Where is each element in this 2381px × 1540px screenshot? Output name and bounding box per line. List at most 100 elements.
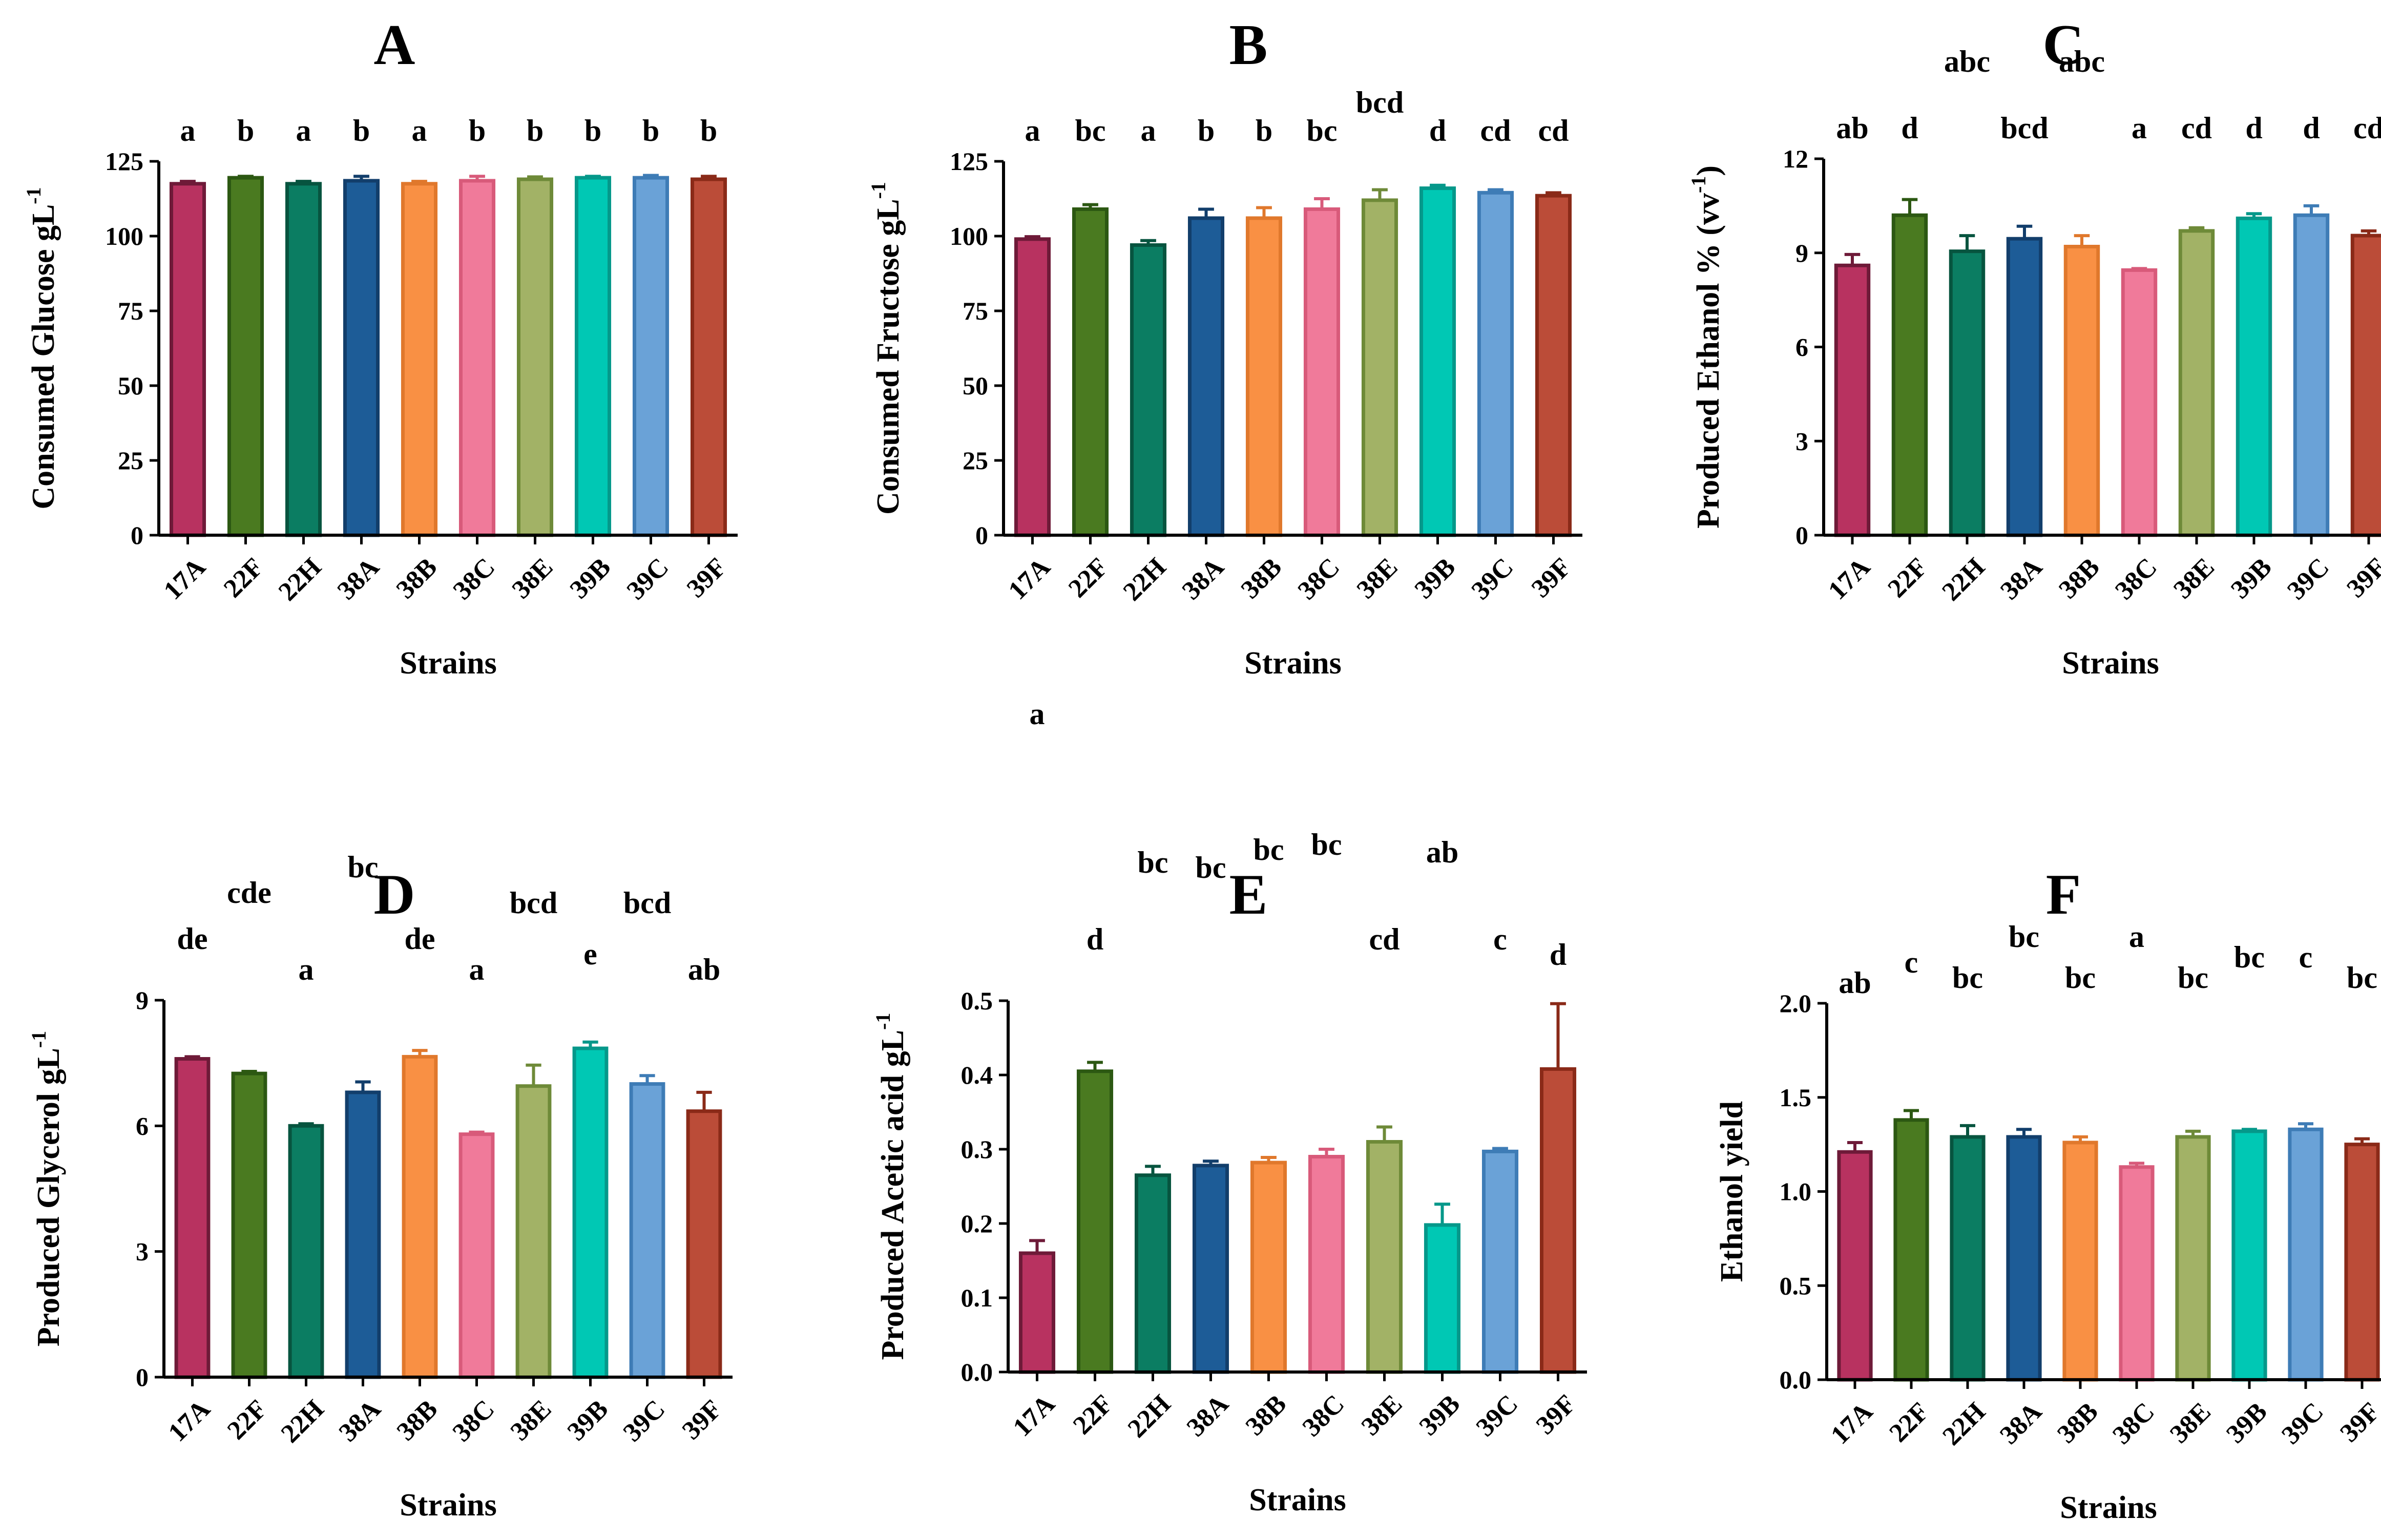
bar-38a[interactable] [343,179,380,537]
bar-38c[interactable] [2121,268,2158,537]
bar-39b[interactable] [2236,216,2272,537]
x-tick-label: 39B [1409,553,1461,605]
bar-39b[interactable] [572,1046,609,1379]
significance-label: bcd [510,886,557,920]
bar-22h[interactable] [1134,1173,1172,1374]
bar-39b[interactable] [2231,1129,2267,1382]
bar-39b[interactable] [574,176,612,537]
x-tick-label: 22H [276,1395,330,1449]
significance-label: d [1901,111,1918,145]
bar-38b[interactable] [402,1054,438,1379]
significance-label: d [2245,111,2262,145]
bar-39c[interactable] [2288,1127,2324,1382]
panel-title: F [2046,863,2081,926]
x-tick-label: 38A [1994,1397,2048,1450]
bar-38b[interactable] [1250,1161,1287,1374]
bar-22f[interactable] [227,176,264,537]
bar-17a[interactable] [169,182,206,537]
bar-38e[interactable] [1361,198,1398,537]
y-axis-label: Consumed Glucose gL-1 [22,187,61,509]
bar-22h[interactable] [1950,1135,1986,1382]
bar-22f[interactable] [1076,1069,1114,1374]
x-tick-label: 22F [1882,553,1933,604]
bar-39c[interactable] [2293,213,2330,537]
y-tick-label: 75 [963,297,988,325]
bar-17a[interactable] [174,1057,211,1379]
bar-22h[interactable] [285,182,322,537]
x-tick-label: 38A [1177,552,1230,605]
y-tick-label: 125 [950,147,988,176]
y-tick-label: 0.0 [1780,1365,1812,1394]
bar-22f[interactable] [1891,213,1928,537]
bar-38c[interactable] [458,179,496,537]
significance-label: b [469,114,486,147]
x-axis-label: Strains [1244,646,1341,681]
x-tick-label: 38B [2052,1397,2104,1449]
chart-panel-a: Aa 17A b 22F a 22H b 38A a 38B b 38C b 38E b 39B b 39C b 39… [22,13,738,681]
bar-22h[interactable] [1949,249,1986,537]
significance-label: bc [2234,940,2265,974]
bar-38c[interactable] [2119,1165,2155,1382]
bar-22h[interactable] [1130,243,1167,537]
y-tick-label: 25 [963,446,988,475]
bar-39f[interactable] [2344,1143,2380,1382]
significance-label: a [180,114,196,147]
bar-38b[interactable] [1245,216,1283,537]
bar-17a[interactable] [1837,1150,1873,1382]
bar-22f[interactable] [231,1071,267,1379]
y-tick-label: 0.5 [961,986,993,1015]
x-tick-label: 22F [1068,1389,1119,1441]
significance-label: d [2303,111,2320,145]
significance-label: c [1493,922,1507,956]
y-tick-label: 0.5 [1780,1271,1812,1300]
bar-22f[interactable] [1893,1118,1929,1382]
bar-39f[interactable] [690,177,727,537]
bar-38e[interactable] [515,1084,552,1379]
x-tick-label: 38A [332,552,385,605]
bar-38a[interactable] [2006,237,2043,537]
bar-38b[interactable] [2062,1141,2098,1382]
bar-39f[interactable] [1539,1067,1577,1374]
x-tick-label: 17A [163,1394,216,1447]
bar-38a[interactable] [2006,1135,2042,1382]
bar-38c[interactable] [1308,1155,1345,1374]
bar-17a[interactable] [1834,263,1871,537]
bar-39b[interactable] [1419,186,1456,537]
x-tick-label: 38C [448,553,501,606]
x-tick-label: 17A [1003,552,1056,605]
bar-17a[interactable] [1018,1251,1056,1374]
bar-38a[interactable] [1192,1164,1229,1374]
bar-39b[interactable] [1424,1223,1461,1374]
bar-39f[interactable] [2350,234,2381,537]
bar-38a[interactable] [345,1090,381,1379]
significance-label: b [1198,114,1215,147]
bar-38e[interactable] [516,177,554,537]
x-tick-label: 39F [2334,1397,2381,1448]
x-tick-label: 38E [1351,553,1404,605]
bar-22h[interactable] [288,1124,324,1379]
bar-39c[interactable] [632,176,670,537]
x-tick-label: 17A [1825,1397,1878,1450]
bar-39c[interactable] [629,1082,665,1379]
bar-39f[interactable] [1535,194,1572,537]
x-tick-label: 39F [1526,553,1577,604]
bar-22f[interactable] [1072,207,1109,537]
bar-38e[interactable] [1366,1140,1403,1374]
significance-label: d [1087,922,1103,956]
bar-38e[interactable] [2175,1135,2211,1382]
significance-label: abc [2059,45,2105,78]
bar-39f[interactable] [686,1109,722,1379]
bar-38a[interactable] [1187,216,1225,537]
bar-38b[interactable] [2063,245,2100,537]
bar-17a[interactable] [1014,237,1051,537]
significance-label: a [1141,114,1156,147]
panel-title: E [1229,863,1268,926]
bar-38e[interactable] [2178,229,2215,537]
bar-39c[interactable] [1481,1149,1519,1374]
bar-39c[interactable] [1477,191,1514,537]
bar-38b[interactable] [401,182,438,537]
x-tick-label: 22H [1936,553,1991,607]
bar-38c[interactable] [458,1132,495,1379]
x-tick-label: 38B [2053,553,2105,605]
bar-38c[interactable] [1303,207,1341,537]
